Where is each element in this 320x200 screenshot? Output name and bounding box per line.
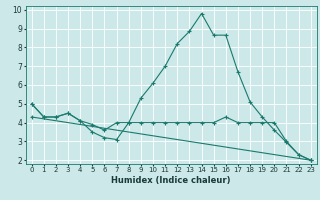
- X-axis label: Humidex (Indice chaleur): Humidex (Indice chaleur): [111, 176, 231, 185]
